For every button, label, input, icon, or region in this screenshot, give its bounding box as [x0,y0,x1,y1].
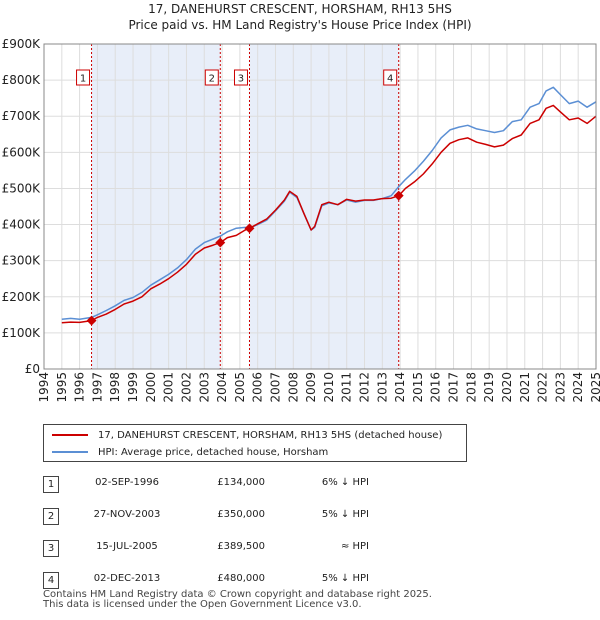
sale-date: 27-NOV-2003 [93,509,161,520]
y-tick-label: £300K [2,254,42,268]
x-tick-label: 2010 [322,372,336,403]
footer: Contains HM Land Registry data © Crown c… [43,590,432,610]
legend-hpi-label: HPI: Average price, detached house, Hors… [98,447,329,458]
x-tick-label: 2015 [411,372,425,403]
sale-hpi-comparison: 5% ↓ HPI [321,573,369,584]
sales-table: 1 02-SEP-1996 £134,000 6% ↓ HPI 2 27-NOV… [43,472,403,600]
sale-label: 3 [238,74,244,85]
chart-title: 17, DANEHURST CRESCENT, HORSHAM, RH13 5H… [148,2,452,16]
sale-label: 2 [209,74,215,85]
sale-row: 4 02-DEC-2013 £480,000 5% ↓ HPI [43,568,403,600]
shaded-period [249,44,399,369]
sale-label-box [383,69,398,86]
legend-property-label: 17, DANEHURST CRESCENT, HORSHAM, RH13 5H… [98,430,443,441]
sale-row: 3 15-JUL-2005 £389,500 ≈ HPI [43,536,403,568]
sale-row: 2 27-NOV-2003 £350,000 5% ↓ HPI [43,504,403,536]
sale-date: 15-JUL-2005 [96,541,158,552]
x-tick-label: 2002 [179,372,193,403]
hpi-line-swatch [52,451,88,453]
sale-label: 1 [80,74,86,85]
y-tick-label: £400K [2,218,42,232]
y-tick-label: £600K [2,145,42,159]
sale-marker [244,223,255,234]
sale-label-box [233,69,248,86]
x-tick-label: 1994 [37,372,51,403]
x-tick-label: 2017 [447,372,461,403]
x-tick-label: 2009 [304,372,318,403]
footer-copyright: Contains HM Land Registry data © Crown c… [43,589,432,600]
sale-marker [215,237,226,248]
shaded-period [91,44,221,369]
x-tick-label: 2024 [571,372,585,403]
y-tick-label: £800K [2,73,42,87]
x-tick-label: 2018 [464,372,478,403]
x-tick-label: 2014 [393,372,407,403]
sale-number-badge: 2 [43,508,59,525]
x-tick-label: 2001 [162,372,176,403]
x-tick-label: 2008 [286,372,300,403]
legend: 17, DANEHURST CRESCENT, HORSHAM, RH13 5H… [43,424,467,462]
sale-marker [393,190,404,201]
sale-label: 4 [387,74,393,85]
x-tick-label: 2003 [197,372,211,403]
sale-hpi-comparison: ≈ HPI [340,541,369,552]
price-chart: 1 2 3 4 £0 £100K £200K £300K £400K £500K £600K £700… [2,37,600,403]
sale-date: 02-DEC-2013 [93,573,161,584]
x-tick-label: 2020 [500,372,514,403]
chart-subtitle: Price paid vs. HM Land Registry's House … [128,18,472,32]
x-tick-label: 2011 [340,372,354,403]
property-line [61,104,597,324]
x-tick-label: 1999 [126,372,140,403]
x-tick-label: 1997 [90,372,104,403]
x-tick-label: 2013 [375,372,389,403]
x-tick-label: 2012 [358,372,372,403]
x-tick-label: 2022 [536,372,550,403]
sale-number-badge: 3 [43,540,59,557]
y-tick-label: £100K [2,326,42,340]
x-tick-label: 2019 [482,372,496,403]
sale-label-box [76,69,91,86]
sale-number-badge: 1 [43,476,59,493]
legend-item-property: 17, DANEHURST CRESCENT, HORSHAM, RH13 5H… [52,428,442,443]
sale-hpi-comparison: 6% ↓ HPI [321,477,369,488]
x-tick-label: 2023 [553,372,567,403]
x-tick-label: 2025 [589,372,600,403]
property-line-swatch [52,434,88,436]
sale-number-badge: 4 [43,572,59,589]
x-tick-label: 2006 [251,372,265,403]
y-tick-label: £900K [2,37,42,51]
y-tick-label: £200K [2,290,42,304]
y-tick-label: £0 [25,362,40,376]
x-tick-label: 2021 [518,372,532,403]
sale-price: £480,000 [217,573,265,584]
plot-border [43,43,597,370]
sale-price: £389,500 [217,541,265,552]
y-tick-label: £700K [2,109,42,123]
sale-row: 1 02-SEP-1996 £134,000 6% ↓ HPI [43,472,403,504]
sale-price: £350,000 [217,509,265,520]
sale-label-box [204,69,219,86]
sale-date: 02-SEP-1996 [95,477,159,488]
sale-price: £134,000 [217,477,265,488]
x-tick-label: 2005 [233,372,247,403]
footer-licence: This data is licensed under the Open Gov… [43,599,362,610]
x-tick-label: 2016 [429,372,443,403]
legend-item-hpi: HPI: Average price, detached house, Hors… [52,445,328,460]
y-tick-label: £500K [2,181,42,195]
x-tick-label: 2007 [268,372,282,403]
sale-hpi-comparison: 5% ↓ HPI [321,509,369,520]
x-tick-label: 1995 [55,372,69,403]
x-tick-label: 2004 [215,372,229,403]
x-tick-label: 2000 [144,372,158,403]
x-tick-label: 1996 [73,372,87,403]
x-tick-label: 1998 [108,372,122,403]
